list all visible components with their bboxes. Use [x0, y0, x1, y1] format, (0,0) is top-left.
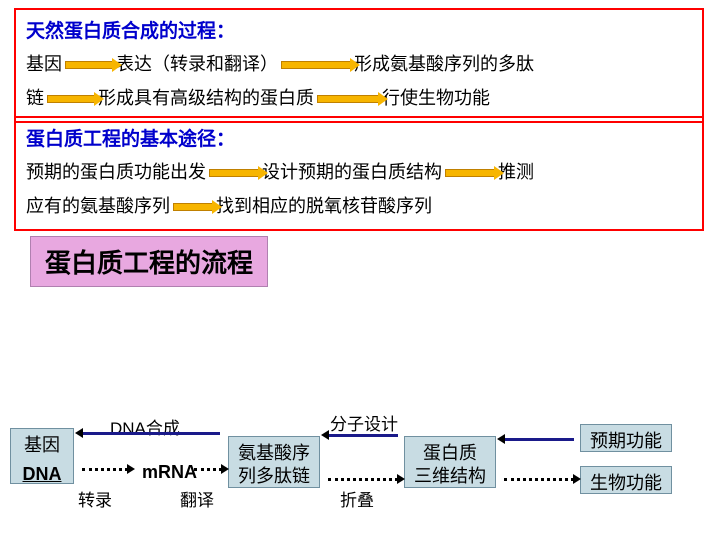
diagram-arrow [328, 478, 398, 481]
diagram-label: 翻译 [180, 486, 214, 511]
diagram-node: 预期功能 [580, 424, 672, 452]
section-title: 蛋白质工程的流程 [30, 236, 268, 287]
diagram-arrow [194, 468, 222, 471]
process-box-natural: 天然蛋白质合成的过程： 基因表达（转录和翻译）形成氨基酸序列的多肽链形成具有高级… [14, 8, 704, 123]
diagram-arrow [504, 438, 574, 441]
diagram-label: DNA合成 [110, 414, 180, 439]
diagram-arrow [82, 468, 128, 471]
diagram-node: 基因DNA [10, 428, 74, 484]
diagram-label: 分子设计 [330, 410, 398, 435]
flow-diagram: 基因DNAmRNA氨基酸序列多肽链蛋白质三维结构预期功能生物功能DNA合成分子设… [10, 418, 710, 528]
diagram-node: 蛋白质三维结构 [404, 436, 496, 488]
box1-flow: 基因表达（转录和翻译）形成氨基酸序列的多肽链形成具有高级结构的蛋白质行使生物功能 [26, 47, 692, 115]
diagram-arrow [504, 478, 574, 481]
diagram-node: 氨基酸序列多肽链 [228, 436, 320, 488]
diagram-node: 生物功能 [580, 466, 672, 494]
process-box-engineering: 蛋白质工程的基本途径： 预期的蛋白质功能出发设计预期的蛋白质结构推测应有的氨基酸… [14, 116, 704, 231]
diagram-arrow [328, 434, 398, 437]
diagram-label: 转录 [78, 486, 112, 511]
diagram-label: 折叠 [340, 486, 374, 511]
diagram-arrow [82, 432, 220, 435]
box2-title: 蛋白质工程的基本途径： [26, 124, 692, 151]
diagram-node: mRNA [134, 456, 205, 489]
box2-flow: 预期的蛋白质功能出发设计预期的蛋白质结构推测应有的氨基酸序列找到相应的脱氧核苷酸… [26, 155, 692, 223]
box1-title: 天然蛋白质合成的过程： [26, 16, 692, 43]
